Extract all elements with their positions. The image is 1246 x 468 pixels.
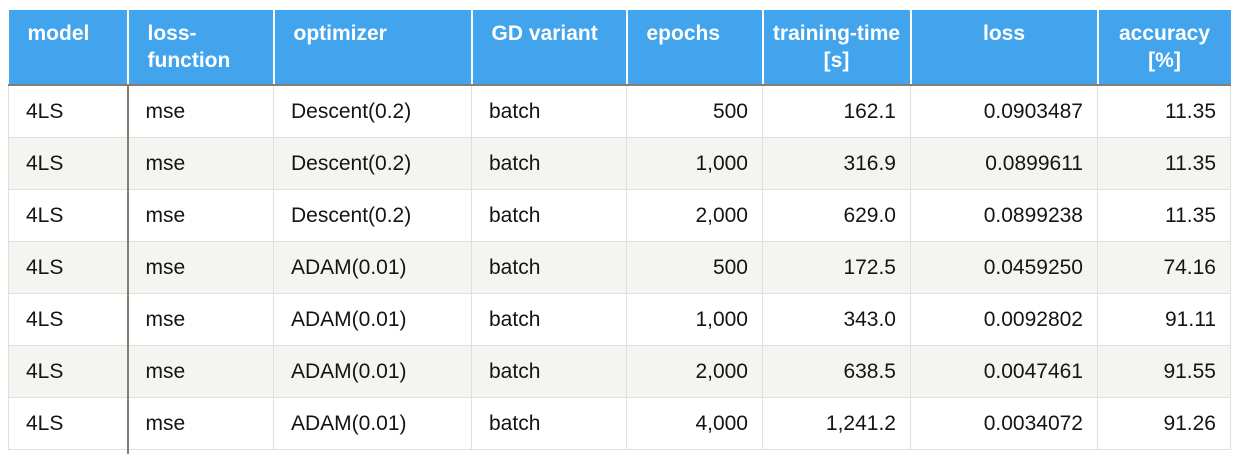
cell-epochs: 1,000 [626,137,763,190]
cell-loss-function: mse [126,397,274,450]
table-row: 4LS mse ADAM(0.01) batch 2,000 638.5 0.0… [8,345,1231,398]
cell-gd-variant: batch [471,85,627,138]
column-divider-tail [127,450,129,454]
cell-epochs: 500 [626,85,763,138]
cell-model: 4LS [8,293,128,346]
cell-training-time: 162.1 [762,85,911,138]
col-header-gd-variant: GD variant [470,10,627,86]
results-table-container: model loss-function optimizer GD variant… [8,10,1231,454]
cell-gd-variant: batch [471,137,627,190]
cell-loss: 0.0899611 [910,137,1098,190]
cell-loss: 0.0092802 [910,293,1098,346]
cell-gd-variant: batch [471,293,627,346]
table-row: 4LS mse ADAM(0.01) batch 500 172.5 0.045… [8,241,1231,294]
table-row: 4LS mse Descent(0.2) batch 2,000 629.0 0… [8,189,1231,242]
header-row: model loss-function optimizer GD variant… [8,10,1231,86]
cell-training-time: 638.5 [762,345,911,398]
training-results-table: model loss-function optimizer GD variant… [8,10,1231,450]
table-row: 4LS mse ADAM(0.01) batch 4,000 1,241.2 0… [8,397,1231,450]
col-header-model: model [8,10,128,86]
cell-model: 4LS [8,397,128,450]
cell-loss: 0.0459250 [910,241,1098,294]
col-header-accuracy: accuracy [%] [1096,10,1231,86]
cell-epochs: 2,000 [626,345,763,398]
cell-training-time: 316.9 [762,137,911,190]
cell-optimizer: Descent(0.2) [273,189,472,242]
cell-epochs: 500 [626,241,763,294]
cell-optimizer: ADAM(0.01) [273,397,472,450]
cell-optimizer: ADAM(0.01) [273,241,472,294]
table-row: 4LS mse ADAM(0.01) batch 1,000 343.0 0.0… [8,293,1231,346]
cell-accuracy: 11.35 [1097,137,1231,190]
cell-accuracy: 11.35 [1097,189,1231,242]
cell-loss-function: mse [126,137,274,190]
cell-accuracy: 74.16 [1097,241,1231,294]
cell-model: 4LS [8,137,128,190]
cell-loss-function: mse [126,85,274,138]
cell-loss-function: mse [126,241,274,294]
col-header-training-time: training-time [s] [761,10,911,86]
col-header-loss-function: loss-function [126,10,274,86]
cell-gd-variant: batch [471,189,627,242]
cell-model: 4LS [8,85,128,138]
col-header-epochs: epochs [625,10,763,86]
col-header-optimizer: optimizer [272,10,472,86]
cell-loss-function: mse [126,345,274,398]
cell-training-time: 1,241.2 [762,397,911,450]
cell-accuracy: 11.35 [1097,85,1231,138]
cell-accuracy: 91.11 [1097,293,1231,346]
cell-optimizer: Descent(0.2) [273,85,472,138]
cell-training-time: 343.0 [762,293,911,346]
cell-loss-function: mse [126,293,274,346]
table-row: 4LS mse Descent(0.2) batch 500 162.1 0.0… [8,85,1231,138]
table-row: 4LS mse Descent(0.2) batch 1,000 316.9 0… [8,137,1231,190]
cell-optimizer: ADAM(0.01) [273,345,472,398]
cell-gd-variant: batch [471,345,627,398]
cell-epochs: 2,000 [626,189,763,242]
col-header-loss: loss [909,10,1098,86]
cell-gd-variant: batch [471,241,627,294]
cell-model: 4LS [8,241,128,294]
cell-optimizer: ADAM(0.01) [273,293,472,346]
cell-accuracy: 91.55 [1097,345,1231,398]
cell-epochs: 1,000 [626,293,763,346]
cell-accuracy: 91.26 [1097,397,1231,450]
cell-loss-function: mse [126,189,274,242]
cell-model: 4LS [8,345,128,398]
cell-loss: 0.0047461 [910,345,1098,398]
cell-training-time: 172.5 [762,241,911,294]
cell-optimizer: Descent(0.2) [273,137,472,190]
cell-training-time: 629.0 [762,189,911,242]
cell-loss: 0.0903487 [910,85,1098,138]
cell-gd-variant: batch [471,397,627,450]
cell-epochs: 4,000 [626,397,763,450]
cell-loss: 0.0034072 [910,397,1098,450]
cell-loss: 0.0899238 [910,189,1098,242]
cell-model: 4LS [8,189,128,242]
